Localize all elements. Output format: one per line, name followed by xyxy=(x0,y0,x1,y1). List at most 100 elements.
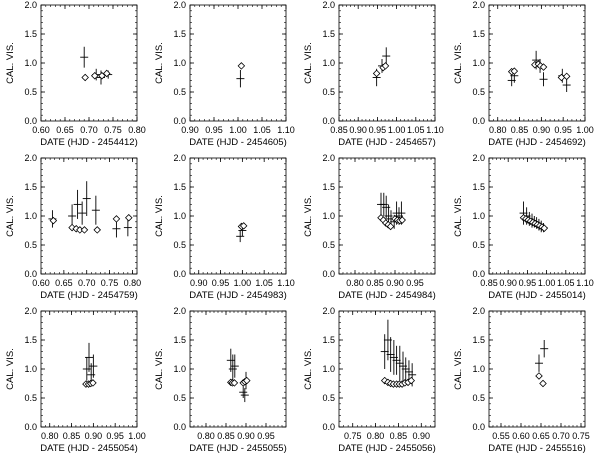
y-tick-label: 1.5 xyxy=(322,182,335,192)
panel-1: 0.0 0.5 1.0 1.5 2.0 0.60 0.65 0.70 0.75 0.80 DATE … xyxy=(5,0,146,148)
x-tick-label: 0.95 xyxy=(554,125,572,135)
y-axis-label: CAL. VIS. xyxy=(303,42,314,84)
y-tick-label: 2.0 xyxy=(173,0,186,10)
x-tick-label: 0.75 xyxy=(101,278,119,288)
data-point-errorbar xyxy=(123,218,132,237)
data-point-errorbar xyxy=(562,78,571,92)
y-tick-label: 1.0 xyxy=(322,364,335,374)
y-tick-label: 0.5 xyxy=(322,393,335,403)
x-tick-label: 0.90 xyxy=(413,431,431,441)
x-tick-label: 0.90 xyxy=(386,278,404,288)
data-point-errorbar xyxy=(236,69,245,88)
data-point-diamond xyxy=(562,72,571,81)
y-tick-label: 1.5 xyxy=(173,29,186,39)
y-tick-label: 0.5 xyxy=(472,240,485,250)
y-tick-label: 1.0 xyxy=(322,211,335,221)
data-point-diamond xyxy=(398,216,406,224)
y-axis-label: CAL. VIS. xyxy=(303,195,314,237)
y-tick-label: 0.5 xyxy=(173,87,186,97)
x-tick-label: 0.75 xyxy=(572,431,590,441)
y-tick-label: 0.0 xyxy=(24,116,37,126)
x-tick-label: 0.70 xyxy=(80,125,98,135)
data-point-diamond xyxy=(89,379,97,387)
x-tick-label: 0.85 xyxy=(390,431,408,441)
data-point-errorbar xyxy=(78,201,87,225)
data-point-errorbar xyxy=(91,195,100,225)
data-point-errorbar xyxy=(240,388,249,403)
x-tick-label: 1.00 xyxy=(229,125,247,135)
data-point-errorbar xyxy=(392,345,401,375)
panel-10: 0.0 0.5 1.0 1.5 2.0 0.80 0.85 0.90 0.95 DATE (HJD… xyxy=(154,306,287,454)
y-tick-label: 2.0 xyxy=(173,153,186,163)
y-tick-label: 0.0 xyxy=(322,116,335,126)
data-point-errorbar xyxy=(112,220,121,238)
data-point-diamond xyxy=(230,379,239,387)
x-axis-label: DATE (HJD - 2455056) xyxy=(338,443,436,454)
y-axis-label: CAL. VIS. xyxy=(5,348,16,390)
data-point-diamond xyxy=(381,62,390,70)
data-point-errorbar xyxy=(236,230,245,243)
y-tick-label: 0.0 xyxy=(322,269,335,279)
y-tick-label: 0.5 xyxy=(173,393,186,403)
data-point-errorbar xyxy=(539,72,548,87)
x-axis-label: DATE (HJD - 2454692) xyxy=(488,137,586,148)
y-tick-label: 0.0 xyxy=(472,116,485,126)
y-tick-label: 2.0 xyxy=(173,306,186,316)
data-point-diamond xyxy=(372,69,381,78)
y-tick-label: 1.5 xyxy=(24,29,37,39)
data-point-errorbar xyxy=(82,181,91,216)
y-axis-label: CAL. VIS. xyxy=(154,42,165,84)
y-tick-label: 1.0 xyxy=(173,211,186,221)
x-tick-label: 0.85 xyxy=(511,125,529,135)
x-tick-label: 0.95 xyxy=(369,125,387,135)
x-tick-label: 0.90 xyxy=(499,278,517,288)
y-tick-label: 1.0 xyxy=(472,364,485,374)
panel-4: 0.0 0.5 1.0 1.5 2.0 0.80 0.85 0.90 0.95 1.00 DATE … xyxy=(453,0,594,148)
x-axis-label: DATE (HJD - 2454759) xyxy=(40,290,138,301)
y-tick-label: 1.0 xyxy=(322,58,335,68)
y-tick-label: 1.0 xyxy=(173,58,186,68)
x-tick-label: 1.00 xyxy=(128,431,146,441)
y-tick-label: 0.5 xyxy=(24,393,37,403)
panel-5: 0.0 0.5 1.0 1.5 2.0 0.60 0.65 0.70 0.75 0.80 DATE … xyxy=(5,153,141,301)
panel-6: 0.0 0.5 1.0 1.5 2.0 0.90 0.95 1.00 1.05 1.10 DATE … xyxy=(154,153,295,301)
x-tick-label: 0.85 xyxy=(366,278,384,288)
y-axis-label: CAL. VIS. xyxy=(303,348,314,390)
data-point-diamond xyxy=(125,213,133,222)
plot-frame xyxy=(338,4,436,122)
x-tick-label: 0.90 xyxy=(85,431,103,441)
y-tick-label: 0.0 xyxy=(173,422,186,432)
x-axis-label: DATE (HJD - 2455516) xyxy=(488,443,586,454)
y-tick-label: 2.0 xyxy=(472,306,485,316)
x-tick-label: 0.90 xyxy=(237,431,255,441)
x-tick-label: 0.80 xyxy=(128,125,146,135)
y-tick-label: 2.0 xyxy=(322,0,335,10)
x-axis-label: DATE (HJD - 2454605) xyxy=(189,137,287,148)
x-axis-label: DATE (HJD - 2454983) xyxy=(189,290,287,301)
x-tick-label: 1.10 xyxy=(426,125,444,135)
data-point-diamond xyxy=(407,376,415,385)
data-point-errorbar xyxy=(73,189,82,219)
data-point-diamond xyxy=(386,222,395,231)
x-tick-label: 0.70 xyxy=(78,278,96,288)
y-tick-label: 1.0 xyxy=(173,364,186,374)
x-tick-label: 0.80 xyxy=(346,278,364,288)
x-tick-label: 0.60 xyxy=(512,431,530,441)
panel-2: 0.0 0.5 1.0 1.5 2.0 0.90 0.95 1.00 1.05 1.10 DATE … xyxy=(154,0,295,148)
y-tick-label: 1.0 xyxy=(24,211,37,221)
y-tick-label: 0.5 xyxy=(322,87,335,97)
y-tick-label: 0.0 xyxy=(24,422,37,432)
y-tick-label: 0.5 xyxy=(24,87,37,97)
y-tick-label: 0.0 xyxy=(24,269,37,279)
data-point-diamond xyxy=(510,67,519,75)
y-tick-label: 0.5 xyxy=(322,240,335,250)
plot-frame xyxy=(40,157,138,275)
panel-11: 0.0 0.5 1.0 1.5 2.0 0.75 0.80 0.85 0.90 DATE (HJD… xyxy=(303,306,436,454)
x-axis-label: DATE (HJD - 2455054) xyxy=(40,443,138,454)
y-axis-label: CAL. VIS. xyxy=(5,42,16,84)
x-tick-label: 0.85 xyxy=(330,125,348,135)
x-tick-label: 1.05 xyxy=(253,125,271,135)
data-point-diamond xyxy=(237,62,246,70)
y-tick-label: 0.5 xyxy=(24,240,37,250)
data-point-errorbar xyxy=(386,337,395,372)
